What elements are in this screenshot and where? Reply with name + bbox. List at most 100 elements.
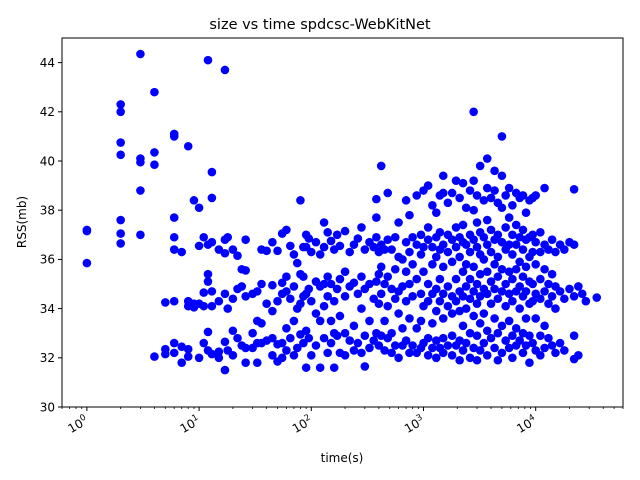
data-point: [428, 319, 437, 328]
data-point: [203, 327, 213, 337]
data-point: [490, 186, 499, 195]
data-point: [136, 157, 145, 167]
data-point: [528, 230, 537, 240]
data-point: [469, 235, 478, 245]
data-point: [431, 336, 441, 345]
x-tick-label-base: 10: [514, 416, 534, 436]
data-point: [357, 348, 366, 358]
data-point: [428, 343, 437, 353]
data-point: [296, 196, 305, 205]
data-point: [431, 306, 441, 316]
data-point: [228, 351, 238, 360]
data-point: [398, 255, 407, 264]
data-point: [150, 160, 159, 169]
data-point: [353, 234, 363, 243]
data-point: [136, 186, 145, 195]
data-point: [405, 348, 414, 358]
data-point: [398, 282, 407, 291]
data-point: [447, 257, 457, 267]
data-point: [340, 351, 350, 360]
data-point: [443, 198, 453, 208]
data-point: [547, 269, 557, 279]
data-point: [501, 301, 510, 311]
data-point: [233, 251, 242, 261]
data-point: [326, 279, 336, 289]
data-point: [262, 246, 271, 256]
data-point: [490, 166, 499, 176]
data-point: [447, 331, 457, 340]
data-point: [301, 326, 311, 336]
data-point: [136, 49, 145, 59]
data-point: [486, 225, 496, 235]
data-point: [518, 328, 528, 338]
data-point: [383, 272, 393, 281]
data-point: [323, 292, 332, 301]
data-point: [203, 55, 213, 65]
data-point: [277, 338, 287, 348]
data-point: [326, 338, 336, 348]
data-point: [458, 267, 468, 277]
data-point: [398, 323, 407, 333]
data-point: [326, 236, 336, 246]
data-point: [511, 264, 521, 274]
data-point: [515, 282, 524, 291]
data-point: [401, 267, 411, 277]
data-point: [536, 351, 545, 360]
y-tick-label: 44: [40, 56, 55, 70]
data-points: [82, 49, 602, 375]
data-point: [405, 279, 414, 289]
data-point: [482, 289, 492, 299]
data-point: [228, 294, 238, 304]
data-point: [560, 346, 569, 355]
data-point: [203, 277, 213, 286]
data-point: [465, 294, 475, 304]
data-point: [528, 338, 537, 348]
data-point: [169, 296, 179, 306]
data-point: [311, 237, 321, 247]
data-point: [540, 287, 549, 296]
data-point: [183, 344, 193, 354]
x-tick-label-base: 10: [65, 416, 85, 436]
data-point: [194, 241, 204, 251]
data-point: [241, 343, 250, 353]
x-tick-label: 104: [514, 413, 539, 436]
data-point: [277, 278, 287, 288]
data-point: [482, 267, 492, 277]
data-point: [372, 194, 381, 204]
data-point: [220, 248, 230, 258]
data-point: [296, 299, 305, 308]
data-point: [394, 353, 403, 363]
data-point: [315, 250, 325, 259]
data-point: [207, 287, 217, 296]
data-point: [207, 301, 217, 311]
x-tick-label: 100: [65, 413, 90, 436]
data-point: [335, 241, 345, 251]
data-point: [273, 246, 282, 256]
data-point: [423, 181, 433, 190]
data-point: [521, 341, 531, 350]
data-point: [490, 284, 499, 294]
data-point: [207, 167, 217, 177]
data-point: [443, 301, 453, 311]
data-point: [304, 333, 314, 343]
data-point: [455, 306, 464, 316]
data-point: [465, 353, 475, 363]
data-point: [569, 184, 579, 194]
data-point: [349, 346, 359, 355]
data-point: [405, 314, 414, 323]
data-point: [116, 100, 125, 109]
data-point: [528, 296, 537, 306]
data-point: [345, 247, 355, 257]
data-point: [380, 245, 389, 254]
data-point: [518, 191, 528, 200]
data-point: [451, 223, 461, 232]
data-point: [469, 107, 478, 117]
data-point: [177, 358, 187, 368]
data-point: [161, 298, 170, 307]
data-point: [301, 363, 311, 372]
data-point: [241, 358, 250, 368]
data-point: [497, 237, 507, 247]
data-point: [461, 240, 471, 249]
data-point: [292, 343, 302, 353]
data-point: [116, 107, 125, 117]
